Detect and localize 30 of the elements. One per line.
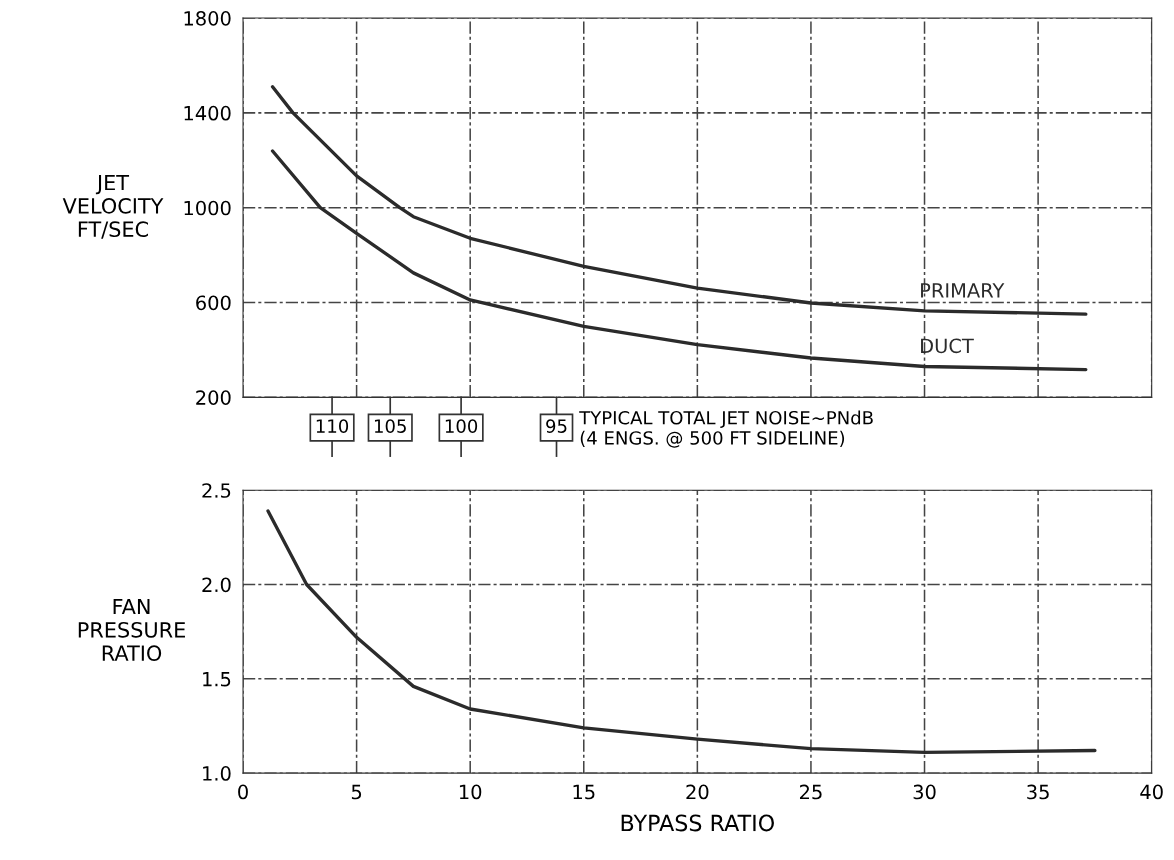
y-axis-title: JET VELOCITY FT/SEC <box>62 174 164 239</box>
x-tick-label: 0 <box>238 784 248 800</box>
y-tick-label: 1800 <box>184 11 231 26</box>
y-tick-label: 600 <box>196 295 231 311</box>
line-series <box>270 149 1088 372</box>
y-tick-label: 200 <box>196 390 231 405</box>
x-tick-label: 10 <box>459 784 482 800</box>
y-tick-label: 1.5 <box>203 672 231 687</box>
text: 95 <box>546 419 567 433</box>
y-tick-label: 1400 <box>184 105 231 121</box>
x-tick-label: 40 <box>1140 784 1163 800</box>
text: 110 <box>316 419 349 433</box>
y-tick-label: 2.0 <box>202 577 231 593</box>
x-tick-label: 20 <box>686 784 709 800</box>
y-tick-label: 1000 <box>184 200 231 216</box>
y-axis-title: FAN PRESSURE RATIO <box>78 598 185 662</box>
x-axis-title: BYPASS RATIO <box>621 814 774 832</box>
x-tick-label: 30 <box>913 784 936 800</box>
text: 100 <box>445 419 478 433</box>
x-tick-label: 25 <box>799 784 822 800</box>
x-tick-label: 15 <box>573 784 595 800</box>
series-label: PRIMARY <box>921 283 1005 298</box>
x-tick-label: 35 <box>1027 784 1049 800</box>
x-tick-label: 5 <box>351 784 362 800</box>
line-series <box>266 509 1097 755</box>
y-tick-label: 1.0 <box>203 766 231 781</box>
line-series <box>270 85 1088 316</box>
y-tick-label: 2.5 <box>202 483 231 498</box>
text: TYPICAL TOTAL JET NOISE~PNdB (4 ENGS. @ 500 FT SIDELINE) <box>579 410 873 448</box>
text: 105 <box>374 419 406 433</box>
